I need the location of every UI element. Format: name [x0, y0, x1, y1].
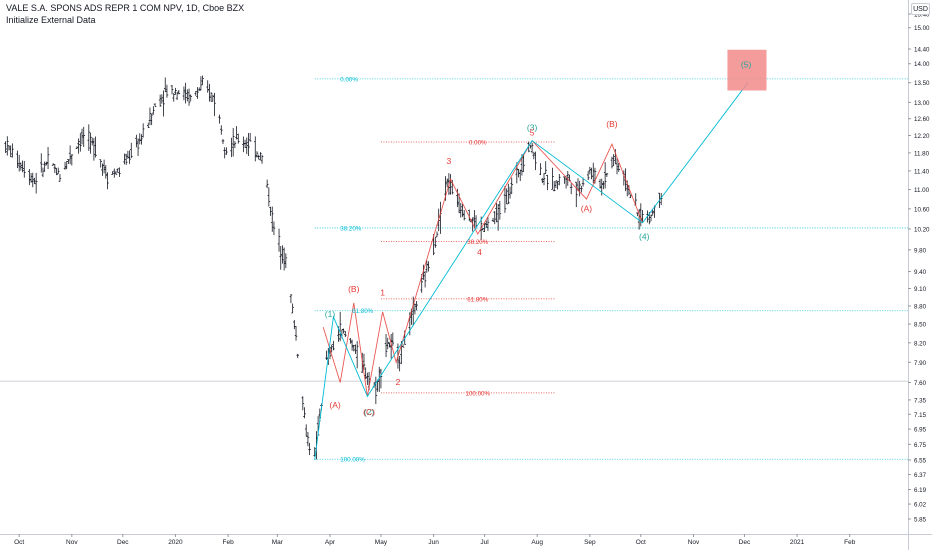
time-tick-label: Nov	[66, 539, 78, 546]
time-tick-label: Nov	[688, 539, 700, 546]
price-tick-label: 14.00	[914, 61, 930, 68]
time-tick-label: Dec	[117, 539, 129, 546]
wave-label: 3	[447, 156, 452, 166]
price-tick-label: 6.37	[914, 472, 927, 479]
fib-red-label: 0.00%	[469, 139, 487, 146]
wave-label: (2)	[364, 407, 375, 417]
wave-label: (C)	[363, 407, 375, 417]
price-tick-label: 7.15	[914, 412, 927, 419]
wave-label: (3)	[527, 122, 538, 132]
price-tick-label: 7.90	[914, 360, 927, 367]
wave-lines[interactable]	[314, 82, 749, 461]
price-tick-label: 12.60	[914, 116, 930, 123]
price-tick-label: 5.85	[914, 517, 927, 524]
wave-label: (B)	[606, 119, 618, 129]
price-tick-label: 15.40	[914, 12, 930, 19]
blue-wave-line	[314, 82, 749, 461]
target-zone-box	[727, 49, 767, 91]
fib-level-label: 38.20%	[340, 225, 361, 232]
fib-level-label: 0.00%	[340, 76, 358, 83]
fib-level-label: 61.80%	[352, 308, 373, 315]
price-tick-label: 11.00	[914, 187, 930, 194]
price-tick-label: 6.95	[914, 427, 927, 434]
time-tick-label: Sep	[584, 539, 596, 546]
time-tick-label: Jul	[480, 539, 489, 546]
price-tick-label: 9.80	[914, 247, 927, 254]
price-tick-label: 10.60	[914, 206, 930, 213]
time-tick-label: Apr	[325, 539, 336, 546]
fib-red-label: 100.00%	[466, 390, 491, 397]
price-tick-label: 11.80	[914, 150, 930, 157]
price-tick-label: 8.80	[914, 303, 927, 310]
price-tick-label: 12.20	[914, 133, 930, 140]
wave-label: 4	[477, 247, 482, 257]
price-tick-label: 8.20	[914, 340, 927, 347]
time-tick-label: Jun	[428, 539, 439, 546]
wave-labels: (1) (2) (3) (4) (5) (A) (B) (C) 1 2 3 4 5 (A) (B)	[325, 59, 752, 417]
chart-title: VALE S.A. SPONS ADS REPR 1 COM NPV, 1D, …	[6, 3, 245, 13]
indicator-label[interactable]: Initialize External Data	[6, 15, 96, 25]
wave-label: 2	[396, 377, 401, 387]
fib-red-label: 61.80%	[467, 296, 488, 303]
price-tick-label: 6.02	[914, 502, 927, 509]
time-tick-label: Dec	[739, 539, 751, 546]
price-tick-label: 9.10	[914, 286, 927, 293]
wave-label: (1)	[325, 309, 336, 319]
wave-label: (4)	[639, 231, 650, 241]
target-zone[interactable]	[727, 49, 767, 91]
price-tick-label: 13.50	[914, 80, 930, 87]
time-tick-label: Oct	[636, 539, 646, 546]
price-tick-label: 7.60	[914, 380, 927, 387]
price-tick-label: 7.35	[914, 397, 927, 404]
wave-label: (5)	[741, 59, 752, 69]
wave-label: 5	[530, 128, 535, 138]
price-tick-label: 6.75	[914, 442, 927, 449]
fib-retracement-red[interactable]	[380, 141, 556, 394]
price-tick-label: 10.20	[914, 226, 930, 233]
time-tick-label: May	[375, 539, 388, 546]
price-tick-label: 6.55	[914, 458, 927, 465]
time-tick-label: Feb	[844, 539, 856, 546]
time-axis[interactable]: Oct Nov Dec 2020 Feb Mar Apr May Jun Jul Aug Sep Oct…	[0, 534, 932, 546]
wave-label: (A)	[581, 203, 593, 213]
time-tick-label: Feb	[222, 539, 234, 546]
price-tick-label: 13.00	[914, 100, 930, 107]
time-tick-label: Mar	[272, 539, 284, 546]
time-tick-label: 2021	[790, 539, 805, 546]
time-tick-label: Oct	[14, 539, 24, 546]
wave-label: (B)	[348, 284, 360, 294]
red-wave-line	[322, 139, 643, 397]
ohlc-bars	[4, 75, 663, 460]
fib-red-label: 38.20%	[467, 239, 488, 246]
price-tick-label: 11.40	[914, 168, 930, 175]
price-tick-label: 6.19	[914, 487, 927, 494]
horizontal-lines	[0, 78, 908, 460]
fib-labels: 0.00% 38.20% 61.80% 100.00% 0.00% 38.20% 61.80…	[340, 76, 490, 463]
time-tick-label: 2020	[168, 539, 183, 546]
price-tick-label: 14.40	[914, 47, 930, 54]
price-tick-label: 8.50	[914, 322, 927, 329]
price-tick-label: 15.00	[914, 25, 930, 32]
currency-badge[interactable]: USD	[911, 3, 930, 15]
wave-label: (A)	[329, 400, 341, 410]
price-axis[interactable]: 15.40 15.00 14.40 14.00 13.50 13.00 12.60 12.20…	[908, 0, 930, 550]
price-tick-label: 9.40	[914, 269, 927, 276]
wave-label: 1	[380, 287, 385, 297]
time-tick-label: Aug	[531, 539, 543, 546]
fib-level-label: 100.00%	[340, 457, 365, 464]
